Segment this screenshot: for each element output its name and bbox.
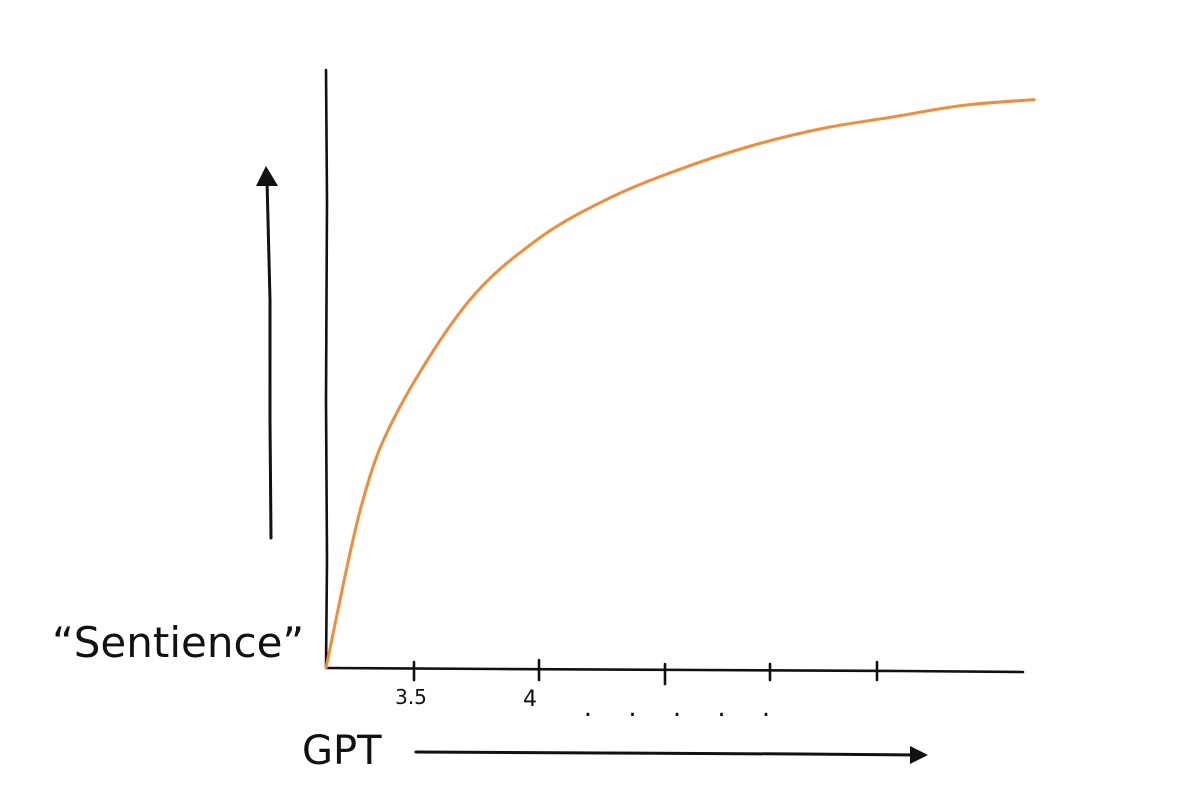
y-axis-line bbox=[324, 68, 329, 670]
x-tick-label-2: 4 bbox=[523, 687, 537, 712]
x-axis-line bbox=[324, 666, 1025, 674]
x-tick-marks bbox=[412, 658, 879, 686]
y-axis-arrowhead bbox=[256, 166, 278, 186]
x-axis-arrowhead bbox=[910, 746, 928, 764]
y-axis-arrow bbox=[265, 178, 273, 540]
series-line-sentience bbox=[324, 98, 1036, 670]
y-axis-label: “Sentience” bbox=[52, 618, 304, 667]
x-tick-label-1: 3.5 bbox=[395, 685, 427, 709]
x-axis-label: GPT bbox=[302, 728, 382, 774]
x-axis-ellipsis: . . . . . bbox=[584, 693, 784, 723]
x-axis-arrow bbox=[414, 750, 920, 757]
